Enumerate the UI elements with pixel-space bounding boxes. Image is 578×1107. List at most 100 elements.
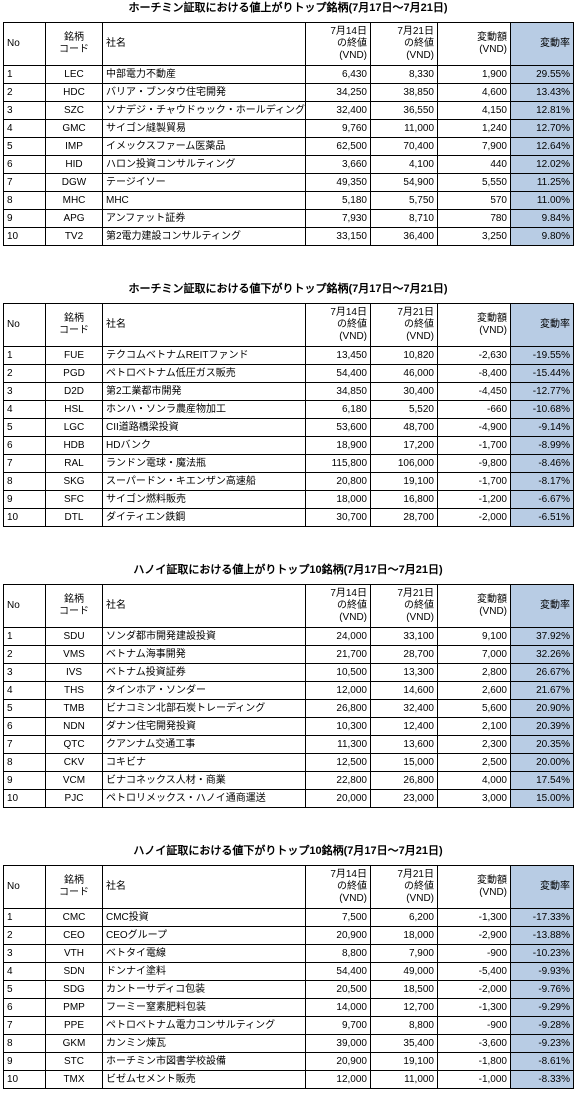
cell: 第2電力建設コンサルティング	[102, 227, 306, 246]
cell: 1	[3, 346, 46, 365]
cell: 16,800	[370, 490, 438, 509]
stock-table: No 銘柄 コード 社名 7月14日 の終値 (VND) 7月21日 の終値 (VND)…	[3, 584, 574, 808]
cell: -9.23%	[510, 1034, 574, 1053]
cell: D2D	[45, 382, 103, 401]
cell: GMC	[45, 119, 103, 138]
cell: 12,700	[370, 998, 438, 1017]
data-row: 6 HID ハロン投資コンサルティング 3,660 4,100 440 12.02%	[3, 155, 574, 174]
cell: 13,300	[370, 663, 438, 682]
data-row: 2 HDC バリア・ブンタウ住宅開発 34,250 38,850 4,600 13.43%	[3, 83, 574, 102]
cell: 10	[3, 1070, 46, 1089]
cell: TMB	[45, 699, 103, 718]
cell: 33,150	[305, 227, 371, 246]
cell: 6	[3, 998, 46, 1017]
cell: クアンナム交通工事	[102, 735, 306, 754]
cell: 440	[437, 155, 511, 174]
cell: 5	[3, 699, 46, 718]
cell: CMC	[45, 908, 103, 927]
cell: -4,450	[437, 382, 511, 401]
header-cell: 7月14日 の終値 (VND)	[305, 584, 371, 628]
cell: 5,550	[437, 173, 511, 192]
cell: 6	[3, 717, 46, 736]
cell: -1,700	[437, 472, 511, 491]
cell: 4,000	[437, 771, 511, 790]
cell: 9	[3, 490, 46, 509]
cell: CEO	[45, 926, 103, 945]
cell: SDU	[45, 627, 103, 646]
cell: LEC	[45, 65, 103, 84]
cell: -1,300	[437, 998, 511, 1017]
data-row: 7 QTC クアンナム交通工事 11,300 13,600 2,300 20.35%	[3, 735, 574, 754]
cell: ビナコネックス人材・商業	[102, 771, 306, 790]
data-row: 10 TV2 第2電力建設コンサルティング 33,150 36,400 3,250 9.80…	[3, 227, 574, 246]
cell: QTC	[45, 735, 103, 754]
cell: 4	[3, 681, 46, 700]
cell: 6	[3, 155, 46, 174]
cell: 49,000	[370, 962, 438, 981]
data-row: 4 THS タインホア・ソンダー 12,000 14,600 2,600 21.67%	[3, 681, 574, 700]
cell: PMP	[45, 998, 103, 1017]
cell: 7	[3, 173, 46, 192]
data-row: 9 APG アンファット証券 7,930 8,710 780 9.84%	[3, 209, 574, 228]
cell: 2	[3, 364, 46, 383]
header-row: No 銘柄 コード 社名 7月14日 の終値 (VND) 7月21日 の終値 (VND)…	[3, 22, 574, 66]
header-cell: 銘柄 コード	[45, 22, 103, 66]
cell: 18,900	[305, 436, 371, 455]
cell: 11,000	[370, 1070, 438, 1089]
cell: 9	[3, 1052, 46, 1071]
cell: -900	[437, 1016, 511, 1035]
cell: -4,900	[437, 418, 511, 437]
data-row: 3 D2D 第2工業都市開発 34,850 30,400 -4,450 -12.77%	[3, 382, 574, 401]
cell: 9,760	[305, 119, 371, 138]
cell: GKM	[45, 1034, 103, 1053]
cell: APG	[45, 209, 103, 228]
cell: 70,400	[370, 137, 438, 156]
cell: -8.33%	[510, 1070, 574, 1089]
cell: ダイティエン鉄鋼	[102, 508, 306, 527]
cell: 5	[3, 137, 46, 156]
cell: 2	[3, 926, 46, 945]
cell: 48,700	[370, 418, 438, 437]
cell: 5,180	[305, 191, 371, 210]
header-cell: 社名	[102, 303, 306, 347]
cell: 4	[3, 119, 46, 138]
cell: SDN	[45, 962, 103, 981]
header-cell: No	[3, 22, 46, 66]
cell: 12,000	[305, 1070, 371, 1089]
cell: カンミン煉瓦	[102, 1034, 306, 1053]
table-title: ハノイ証取における値下がりトップ10銘柄(7月17日～7月21日)	[133, 845, 443, 857]
table-title: ハノイ証取における値上がりトップ10銘柄(7月17日～7月21日)	[133, 564, 443, 576]
cell: 13,450	[305, 346, 371, 365]
cell: -1,800	[437, 1052, 511, 1071]
header-cell: 7月21日 の終値 (VND)	[370, 584, 438, 628]
cell: 20,500	[305, 980, 371, 999]
table-title: ホーチミン証取における値上がりトップ銘柄(7月17日～7月21日)	[128, 2, 448, 14]
cell: -8.99%	[510, 436, 574, 455]
cell: 2,600	[437, 681, 511, 700]
cell: 6,180	[305, 400, 371, 419]
cell: 1	[3, 65, 46, 84]
cell: -1,700	[437, 436, 511, 455]
header-cell: 銘柄 コード	[45, 865, 103, 909]
cell: 4,100	[370, 155, 438, 174]
cell: 1	[3, 627, 46, 646]
cell: 18,000	[305, 490, 371, 509]
header-cell: 7月14日 の終値 (VND)	[305, 303, 371, 347]
cell: DTL	[45, 508, 103, 527]
cell: -8.61%	[510, 1052, 574, 1071]
header-cell: No	[3, 865, 46, 909]
cell: 7	[3, 735, 46, 754]
cell: 3,250	[437, 227, 511, 246]
header-cell: 変動額 (VND)	[437, 22, 511, 66]
cell: 18,000	[370, 926, 438, 945]
cell: -9.29%	[510, 998, 574, 1017]
cell: 7,930	[305, 209, 371, 228]
cell: 11.25%	[510, 173, 574, 192]
cell: -2,900	[437, 926, 511, 945]
cell: 36,550	[370, 101, 438, 120]
data-row: 1 FUE テクコムベトナムREITファンド 13,450 10,820 -2,630 -1…	[3, 346, 574, 365]
cell: 20.00%	[510, 753, 574, 772]
cell: 20.35%	[510, 735, 574, 754]
cell: ビゼムセメント販売	[102, 1070, 306, 1089]
data-row: 9 STC ホーチミン市図書学校設備 20,900 19,100 -1,800 -8.61%	[3, 1052, 574, 1071]
